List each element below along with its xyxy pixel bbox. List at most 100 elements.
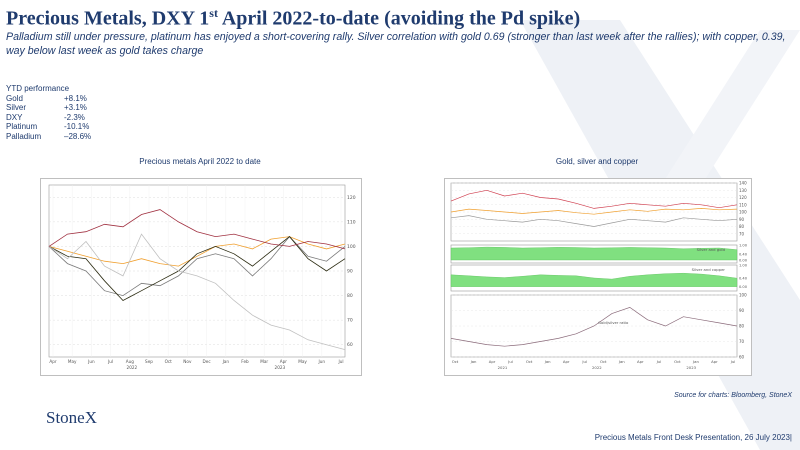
x-tick-label: Jul: [337, 359, 343, 364]
ytd-value: +8.1%: [64, 93, 87, 103]
y-tick-label: 80: [739, 324, 745, 329]
series-line-dxy: [48, 209, 346, 250]
x-tick-label: May: [68, 359, 77, 364]
x-tick-label: Oct: [674, 359, 681, 364]
ytd-name: Silver: [6, 103, 27, 113]
chart1-box: 60 70 80 90 100 110 120 Apr May Jun Jul Aug Sep Oct No…: [40, 178, 362, 376]
x-tick-label: Jan: [692, 359, 699, 364]
silver-gold-corr-fill: [450, 246, 738, 261]
y-tick-label: 70: [347, 318, 353, 324]
series-line-palladium: [48, 233, 346, 350]
y-tick-label: 90: [347, 269, 353, 275]
source-note: Source for charts: Bloomberg, StoneX: [674, 392, 792, 399]
y-tick-label: 90: [739, 217, 745, 222]
x-tick-label: Nov: [183, 359, 192, 364]
y-tick-label: 100: [739, 293, 747, 298]
panel-label: Gold/silver ratio: [598, 320, 629, 325]
y-tick-label: 60: [739, 355, 745, 360]
x-tick-label: Jul: [730, 359, 736, 364]
ytd-name: DXY: [6, 112, 23, 122]
gold-silver-copper-chart: 70 80 90 100 110 120 130 140 Silver and gold 1.00…: [450, 181, 748, 370]
y-tick-label: 110: [347, 219, 356, 225]
x-tick-label: Jul: [581, 359, 587, 364]
ytd-row: Platinum -10.1%: [6, 122, 91, 132]
ytd-performance-table: YTD performance Gold +8.1% Silver +3.1% DX…: [6, 84, 91, 142]
x-tick-label: Jul: [656, 359, 662, 364]
y-tick-label: 120: [739, 195, 747, 200]
x-tick-label: Jan: [222, 359, 230, 364]
x-tick-label: Jan: [618, 359, 625, 364]
series-line-silver: [48, 235, 346, 297]
series-line-copper: [450, 189, 738, 209]
panel-label: Silver and copper: [692, 267, 726, 272]
year-label: 2023: [275, 365, 286, 370]
slide-subtitle: Palladium still under pressure, platinum…: [6, 31, 786, 57]
series-line-silver: [450, 215, 738, 227]
y-tick-label: 90: [739, 308, 745, 313]
ytd-row: DXY -2.3%: [6, 113, 91, 123]
x-tick-label: Oct: [600, 359, 607, 364]
series-line-ratio: [450, 307, 738, 347]
x-tick-label: Mar: [260, 359, 268, 364]
ytd-name: Platinum: [6, 122, 38, 132]
chart2-box: 70 80 90 100 110 120 130 140 Silver and gold 1.00…: [444, 178, 752, 376]
y-tick-label: 1.00: [739, 264, 748, 268]
x-tick-label: Aug: [126, 359, 135, 364]
x-tick-label: Oct: [165, 359, 173, 364]
slide-title: Precious Metals, DXY 1st April 2022-to-d…: [6, 6, 581, 30]
y-tick-label: 100: [739, 210, 747, 215]
y-tick-label: 130: [739, 188, 747, 193]
y-tick-label: 60: [347, 342, 353, 348]
ytd-value: –28.6%: [64, 131, 92, 141]
top-panel-area: [450, 182, 738, 242]
x-tick-label: Jan: [470, 359, 477, 364]
y-tick-label: 140: [739, 181, 747, 186]
y-tick-label: 120: [347, 195, 356, 201]
ytd-value: -10.1%: [64, 122, 90, 132]
y-tick-label: 0.40: [739, 277, 748, 281]
ytd-header: YTD performance: [6, 84, 70, 93]
x-tick-label: Apr: [711, 359, 718, 364]
y-tick-label: 0.00: [739, 285, 748, 289]
series-line-gold: [48, 236, 346, 267]
x-tick-label: Jul: [107, 359, 113, 364]
y-tick-label: 1.00: [739, 244, 748, 248]
chart1-title: Precious metals April 2022 to date: [139, 157, 261, 166]
ytd-row: Palladium –28.6%: [6, 132, 91, 142]
year-label: 2021: [498, 365, 508, 370]
ytd-name: Gold: [6, 93, 23, 103]
x-tick-label: Dec: [203, 359, 212, 364]
y-tick-label: 70: [739, 231, 745, 236]
panel-label: Silver and gold: [697, 247, 726, 252]
footer-text: Precious Metals Front Desk Presentation,…: [594, 433, 792, 442]
chart2-title: Gold, silver and copper: [555, 157, 639, 166]
ytd-value: -2.3%: [64, 112, 85, 122]
y-tick-label: 110: [739, 202, 747, 207]
y-tick-label: 100: [347, 244, 356, 250]
x-tick-label: Oct: [526, 359, 533, 364]
year-label: 2022: [127, 365, 138, 370]
x-tick-label: Apr: [280, 359, 288, 364]
x-tick-label: Jun: [87, 359, 95, 364]
x-tick-label: Jan: [544, 359, 551, 364]
ytd-value: +3.1%: [64, 103, 87, 113]
y-tick-label: 0.00: [739, 259, 748, 263]
silver-copper-corr-fill: [450, 272, 738, 287]
y-tick-label: 70: [739, 339, 745, 344]
x-tick-label: Jul: [507, 359, 513, 364]
x-tick-label: Feb: [241, 359, 249, 364]
series-line-gold: [450, 208, 738, 215]
x-tick-label: Apr: [637, 359, 644, 364]
x-tick-label: Oct: [452, 359, 459, 364]
series-line-platinum: [48, 236, 346, 301]
year-label: 2023: [686, 365, 696, 370]
y-tick-label: 0.40: [739, 253, 748, 257]
ytd-row: Gold +8.1%: [6, 94, 91, 104]
x-tick-label: May: [298, 359, 307, 364]
precious-metals-chart: 60 70 80 90 100 110 120 Apr May Jun Jul Aug Sep Oct No…: [48, 184, 356, 370]
x-tick-label: Jun: [318, 359, 326, 364]
x-tick-label: Sep: [145, 359, 153, 364]
year-label: 2022: [592, 365, 602, 370]
y-tick-label: 80: [347, 293, 353, 299]
ytd-name: Palladium: [6, 131, 42, 141]
